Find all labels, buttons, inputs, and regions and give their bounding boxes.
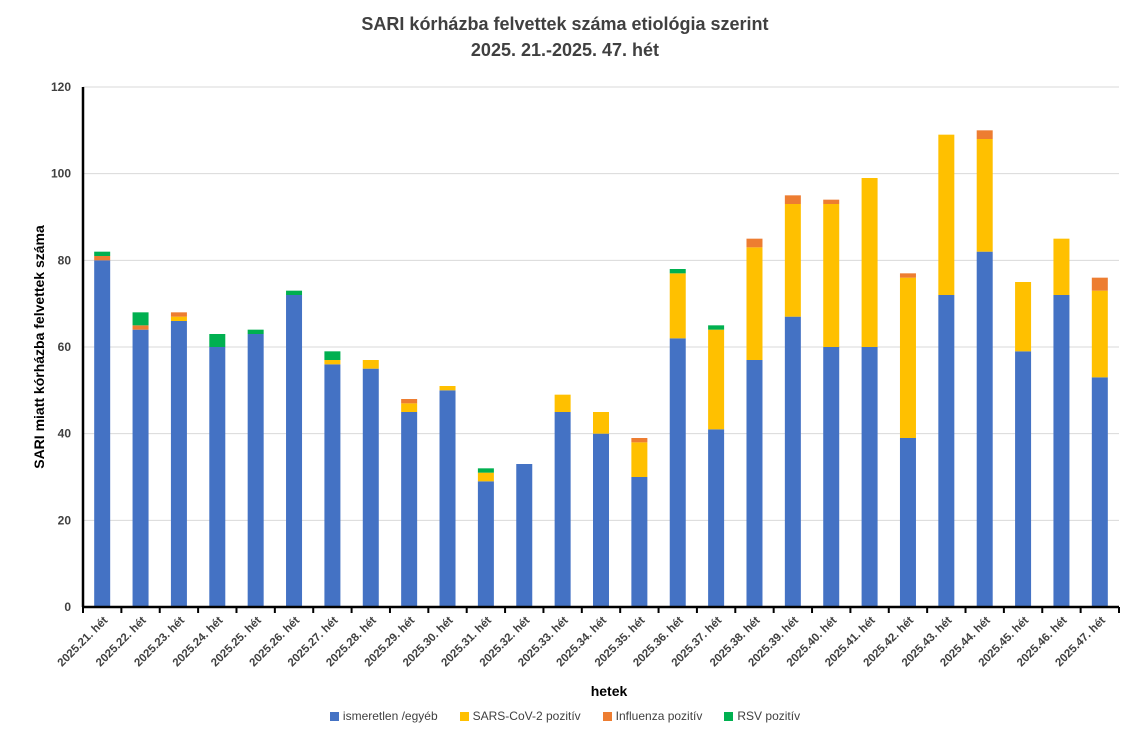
legend-swatch <box>329 711 339 721</box>
bar-segment <box>746 360 763 607</box>
y-tick-label: 60 <box>58 340 72 354</box>
chart-legend: ismeretlen /egyéb SARS-CoV-2 pozitív Influ… <box>0 709 1130 723</box>
bar-segment <box>631 477 648 607</box>
bar-segment <box>899 438 916 607</box>
bar-segment <box>477 472 494 482</box>
bar-segment <box>132 312 149 326</box>
legend-label: ismeretlen /egyéb <box>342 709 438 723</box>
legend-swatch <box>602 711 612 721</box>
bar-segment <box>362 368 379 607</box>
bar-segment <box>669 338 686 607</box>
bar-segment <box>823 199 840 204</box>
y-tick-label: 40 <box>58 427 72 441</box>
bar-segment <box>1015 351 1032 607</box>
bar-segment <box>209 347 226 607</box>
bar-segment <box>631 442 648 477</box>
bar-segment <box>1091 377 1108 607</box>
bar-segment <box>938 134 955 295</box>
bar-segment <box>554 412 571 607</box>
bar-segment <box>593 433 609 607</box>
bar-segment <box>784 195 801 204</box>
bar-segment <box>976 251 993 607</box>
bar-segment <box>669 273 686 339</box>
bar-segment <box>286 290 303 295</box>
bar-segment <box>899 277 916 438</box>
bar-segment <box>324 351 341 360</box>
bar-segment <box>477 481 494 607</box>
bar-segment <box>324 360 341 365</box>
bar-segment <box>1015 282 1032 352</box>
bar-segment <box>784 316 801 607</box>
bar-segment <box>976 130 993 139</box>
legend-label: RSV pozitív <box>737 709 801 723</box>
bar-segment <box>439 390 456 607</box>
bar-segment <box>938 295 955 607</box>
bar-segment <box>1091 277 1108 291</box>
bar-segment <box>209 334 226 347</box>
y-tick-label: 80 <box>58 253 72 267</box>
bar-segment <box>899 273 916 278</box>
legend-label: Influenza pozitív <box>615 709 703 723</box>
legend-item: RSV pozitív <box>724 709 800 723</box>
bar-segment <box>631 438 648 443</box>
bar-segment <box>132 329 149 607</box>
bar-segment <box>94 251 111 256</box>
bar-segment <box>861 347 878 607</box>
bar-segment <box>669 269 686 274</box>
bar-segment <box>286 295 303 607</box>
y-tick-label: 100 <box>51 167 71 181</box>
legend-swatch <box>724 711 734 721</box>
bar-segment <box>708 325 725 330</box>
bar-segment <box>516 464 533 607</box>
y-tick-label: 0 <box>64 600 71 614</box>
bar-segment <box>247 334 264 607</box>
y-axis-title: SARI miatt kórházba felvettek száma <box>31 225 47 469</box>
bar-segment <box>170 321 187 607</box>
chart-subtitle: 2025. 21.-2025. 47. hét <box>470 40 660 60</box>
legend-item: SARS-CoV-2 pozitív <box>459 709 581 723</box>
bar-segment <box>823 347 840 607</box>
bar-segment <box>170 316 187 321</box>
legend-item: ismeretlen /egyéb <box>329 709 438 723</box>
bar-segment <box>1091 290 1108 378</box>
bar-segment <box>976 139 993 252</box>
bar-segment <box>746 247 763 360</box>
bar-segment <box>1053 238 1070 295</box>
bar-segment <box>94 256 111 261</box>
bar-segment <box>170 312 187 317</box>
bar-segment <box>746 238 763 248</box>
bar-segment <box>477 468 494 473</box>
bar-segment <box>708 329 725 430</box>
bar-segment <box>823 204 840 347</box>
legend-swatch <box>459 711 469 721</box>
y-tick-label: 120 <box>51 80 71 94</box>
bar-segment <box>708 429 725 607</box>
legend-item: Influenza pozitív <box>602 709 703 723</box>
bar-segment <box>401 412 418 607</box>
bar-segment <box>362 360 379 369</box>
bar-segment <box>784 204 801 317</box>
bar-segment <box>132 325 149 330</box>
bar-segment <box>247 329 264 334</box>
x-axis-title: hetek <box>591 683 628 699</box>
bar-segment <box>861 178 878 347</box>
bar-segment <box>554 394 571 412</box>
bar-segment <box>324 364 341 607</box>
chart-title: SARI kórházba felvettek száma etiológia … <box>361 14 769 34</box>
bar-segment <box>593 412 609 434</box>
bar-segment <box>94 260 111 607</box>
bar-segment <box>1053 295 1070 607</box>
bar-segment <box>439 386 456 391</box>
bar-segment <box>401 399 418 404</box>
bar-segment <box>401 403 418 412</box>
y-tick-label: 20 <box>58 513 72 527</box>
legend-label: SARS-CoV-2 pozitív <box>472 709 581 723</box>
